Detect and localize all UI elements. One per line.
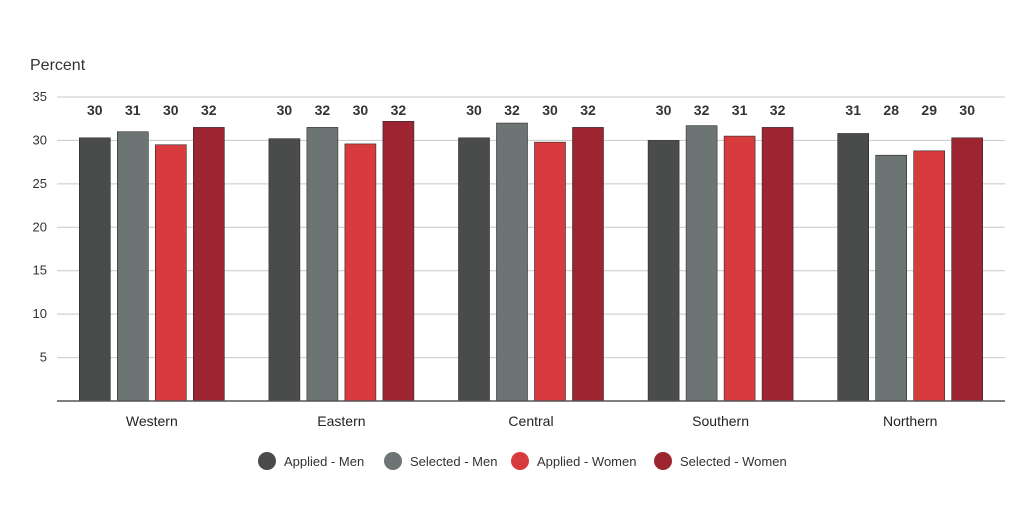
data-label: 30 bbox=[656, 102, 672, 118]
legend-marker bbox=[654, 452, 672, 470]
legend-label: Applied - Men bbox=[284, 454, 364, 469]
bar bbox=[496, 122, 528, 402]
bar bbox=[875, 154, 908, 402]
y-tick-label: 35 bbox=[33, 89, 47, 104]
bar bbox=[761, 127, 794, 402]
data-label: 32 bbox=[694, 102, 710, 118]
legend-marker bbox=[384, 452, 402, 470]
bar bbox=[647, 140, 680, 402]
data-label: 30 bbox=[163, 102, 179, 118]
data-label: 32 bbox=[580, 102, 596, 118]
bars bbox=[79, 121, 984, 402]
data-label: 30 bbox=[87, 102, 103, 118]
data-label: 31 bbox=[845, 102, 861, 118]
x-category-label: Central bbox=[508, 413, 553, 429]
data-label: 32 bbox=[770, 102, 786, 118]
legend-label: Applied - Women bbox=[537, 454, 636, 469]
x-axis-categories: Western Eastern Central Southern Northern bbox=[126, 413, 938, 429]
data-label: 30 bbox=[466, 102, 482, 118]
data-label: 30 bbox=[277, 102, 293, 118]
legend-item: Applied - Men bbox=[258, 452, 364, 470]
legend-label: Selected - Men bbox=[410, 454, 497, 469]
data-label: 32 bbox=[504, 102, 520, 118]
bar bbox=[837, 133, 870, 402]
bar bbox=[382, 121, 415, 402]
y-axis-title: Percent bbox=[30, 57, 86, 74]
y-tick-label: 10 bbox=[33, 306, 47, 321]
legend-item: Selected - Men bbox=[384, 452, 497, 470]
bar bbox=[117, 131, 149, 402]
bar bbox=[155, 144, 187, 402]
data-label: 30 bbox=[542, 102, 558, 118]
data-label: 32 bbox=[315, 102, 331, 118]
legend-marker bbox=[258, 452, 276, 470]
x-category-label: Southern bbox=[692, 413, 749, 429]
data-label: 30 bbox=[353, 102, 369, 118]
legend: Applied - Men Selected - Men Applied - Wom… bbox=[258, 452, 787, 470]
bar bbox=[685, 125, 718, 402]
legend-marker bbox=[511, 452, 529, 470]
data-label: 29 bbox=[921, 102, 937, 118]
y-tick-label: 15 bbox=[33, 263, 47, 278]
y-tick-label: 30 bbox=[33, 132, 47, 147]
bar bbox=[913, 150, 946, 402]
bar bbox=[306, 127, 339, 402]
y-axis-ticks: 5 10 15 20 25 30 35 bbox=[33, 89, 47, 365]
data-label: 28 bbox=[883, 102, 899, 118]
legend-item: Selected - Women bbox=[654, 452, 787, 470]
data-label: 31 bbox=[732, 102, 748, 118]
data-label: 31 bbox=[125, 102, 141, 118]
bar bbox=[193, 127, 225, 402]
bar bbox=[79, 137, 111, 402]
bar bbox=[572, 127, 604, 402]
legend-item: Applied - Women bbox=[511, 452, 636, 470]
bar bbox=[534, 141, 566, 402]
bar bbox=[458, 137, 490, 402]
data-label: 30 bbox=[959, 102, 975, 118]
y-tick-label: 5 bbox=[40, 350, 47, 365]
bar bbox=[723, 135, 756, 402]
bar bbox=[268, 138, 301, 402]
data-label: 32 bbox=[201, 102, 217, 118]
x-category-label: Northern bbox=[883, 413, 937, 429]
data-labels: 30 31 30 32 30 32 30 32 30 32 30 32 30 32 31 32 31 28 29 30 bbox=[87, 102, 975, 118]
bar bbox=[344, 143, 377, 402]
data-label: 32 bbox=[391, 102, 407, 118]
x-category-label: Western bbox=[126, 413, 178, 429]
bar bbox=[951, 137, 984, 402]
y-tick-label: 20 bbox=[33, 219, 47, 234]
legend-label: Selected - Women bbox=[680, 454, 787, 469]
y-tick-label: 25 bbox=[33, 176, 47, 191]
x-category-label: Eastern bbox=[317, 413, 365, 429]
